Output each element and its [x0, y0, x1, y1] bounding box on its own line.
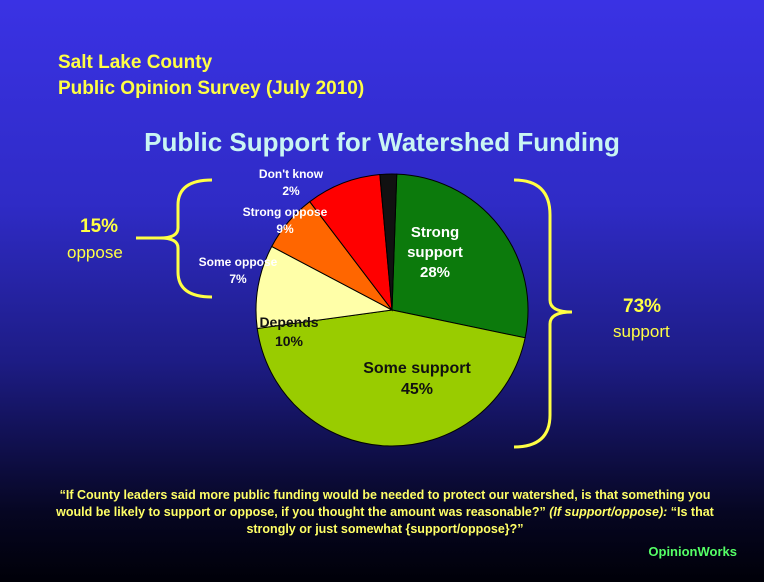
brand-logo-text: OpinionWorks — [648, 544, 737, 559]
oppose-bracket — [159, 178, 213, 299]
survey-title-line2: Public Opinion Survey (July 2010) — [58, 78, 365, 99]
slice-category-label: Some support — [363, 360, 471, 377]
slice-value-label: 45% — [401, 381, 433, 398]
pie-slice-strong-support — [391, 173, 529, 339]
slice-category-label: Don't know — [259, 167, 324, 181]
chart-title: Public Support for Watershed Funding — [144, 127, 620, 157]
pie-slice-depends — [255, 245, 394, 330]
slice-value-label: 9% — [276, 222, 294, 236]
slice-value-label: 7% — [229, 272, 247, 286]
slice-category-label: Depends — [259, 314, 318, 330]
slice-category-label: support — [407, 244, 463, 261]
survey-question: “If County leaders said more public fund… — [40, 487, 730, 538]
slice-labels: Strong support 28% Some support 45% Depends 10… — [199, 167, 472, 398]
slice-value-label: 28% — [420, 264, 450, 281]
oppose-percent: 15% — [80, 216, 119, 237]
pie-slice-some-support — [256, 309, 526, 447]
slice-category-label: Some oppose — [199, 255, 278, 269]
survey-question-text: “If County leaders said more public fund… — [56, 488, 711, 519]
support-percent: 73% — [623, 296, 662, 317]
support-label: support — [613, 322, 670, 341]
pie-slice-don-t-know — [379, 173, 398, 311]
slice-value-label: 2% — [282, 184, 300, 198]
oppose-label: oppose — [67, 243, 123, 262]
slice-value-label: 10% — [275, 333, 304, 349]
slice-category-label: Strong oppose — [243, 205, 328, 219]
survey-question-followup-condition: (If support/oppose): — [549, 505, 668, 519]
slice-category-label: Strong — [411, 224, 459, 241]
pie-slices — [255, 173, 529, 447]
support-bracket — [513, 178, 573, 449]
survey-title-line1: Salt Lake County — [58, 52, 213, 73]
survey-question-followup: “Is that strongly or just somewhat {supp… — [246, 505, 714, 536]
